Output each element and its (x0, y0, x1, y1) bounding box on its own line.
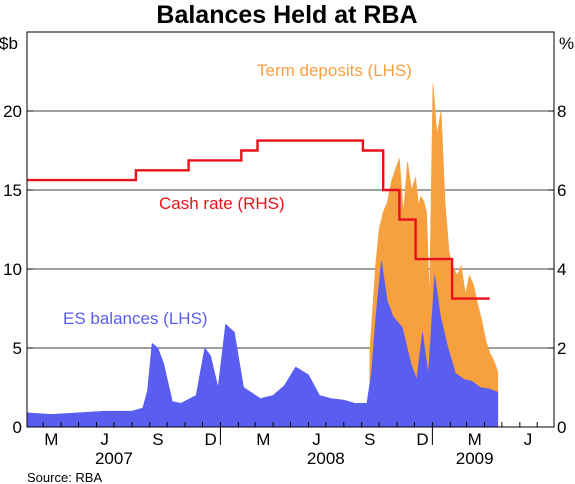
x-year-label: 2007 (95, 449, 133, 468)
right-axis-unit: % (559, 34, 574, 53)
right-tick-label: 8 (557, 102, 566, 121)
x-tick-label: J (312, 430, 321, 449)
source-note: Source: RBA (27, 470, 102, 484)
x-tick-label: M (44, 430, 58, 449)
x-tick-label: M (256, 430, 270, 449)
es-balances-area (26, 261, 499, 428)
x-tick-label: D (416, 430, 428, 449)
annotation-es-balances: ES balances (LHS) (63, 309, 208, 328)
right-tick-label: 0 (557, 418, 566, 437)
right-tick-label: 6 (557, 181, 566, 200)
right-tick-label: 4 (557, 260, 566, 279)
x-tick-label: J (100, 430, 109, 449)
left-tick-label: 5 (13, 339, 22, 358)
plot-lines (27, 139, 490, 300)
cash-rate-line (27, 139, 490, 300)
x-tick-label: J (524, 430, 533, 449)
x-year-label: 2009 (456, 449, 494, 468)
annotation-term-deposits: Term deposits (LHS) (257, 61, 412, 80)
x-year-label: 2008 (307, 449, 345, 468)
x-tick-label: M (468, 430, 482, 449)
right-axis: 0 2 4 6 8 (548, 102, 566, 437)
annotation-cash-rate: Cash rate (RHS) (159, 194, 285, 213)
chart-title: Balances Held at RBA (156, 1, 417, 29)
left-tick-label: 15 (3, 181, 22, 200)
left-axis: 0 5 10 15 20 (3, 102, 33, 437)
x-tick-label: S (364, 430, 375, 449)
x-tick-label: S (152, 430, 163, 449)
left-axis-unit: $b (0, 34, 18, 53)
plot-areas (26, 84, 499, 428)
x-tick-label: D (204, 430, 216, 449)
right-tick-label: 2 (557, 339, 566, 358)
left-tick-label: 10 (3, 260, 22, 279)
left-tick-label: 20 (3, 102, 22, 121)
left-tick-label: 0 (13, 418, 22, 437)
